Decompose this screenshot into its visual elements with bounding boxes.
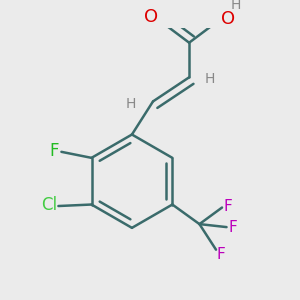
Text: F: F — [216, 247, 225, 262]
Text: O: O — [144, 8, 159, 26]
Text: H: H — [231, 0, 241, 12]
Text: H: H — [125, 98, 136, 111]
Text: F: F — [49, 142, 58, 160]
Text: O: O — [221, 10, 235, 28]
Text: H: H — [205, 72, 215, 86]
Text: Cl: Cl — [41, 196, 57, 214]
Text: F: F — [224, 199, 233, 214]
Text: F: F — [229, 220, 238, 235]
